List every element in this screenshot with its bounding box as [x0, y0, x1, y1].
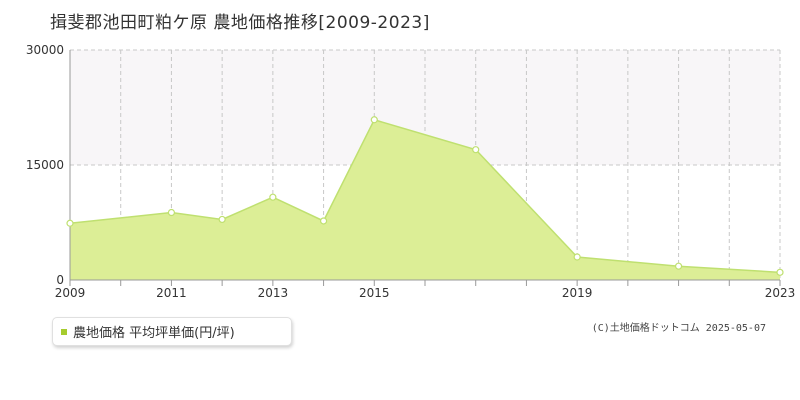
series-area-fill [70, 119, 780, 281]
x-tick-label: 2013 [258, 286, 289, 300]
axes [69, 50, 781, 286]
data-point [674, 262, 683, 270]
series-line [69, 118, 781, 274]
data-points [66, 116, 784, 276]
legend-swatch [61, 328, 67, 335]
chart-title: 揖斐郡池田町粕ケ原 農地価格推移[2009-2023] [50, 13, 430, 33]
copyright-text: (C)土地価格ドットコム 2025-05-07 [591, 323, 766, 334]
legend-label: 農地価格 平均坪単価(円/坪) [73, 326, 235, 341]
data-point [319, 217, 328, 225]
data-point [776, 268, 784, 276]
y-tick-label: 30000 [26, 43, 64, 57]
data-point [472, 146, 480, 154]
x-tick-label: 2015 [359, 286, 390, 300]
data-point [573, 253, 581, 261]
data-point [370, 116, 378, 124]
series-area [69, 118, 781, 281]
x-tick-label: 2019 [562, 286, 593, 300]
x-tick-label: 2009 [55, 286, 86, 300]
y-tick-label: 15000 [26, 158, 64, 172]
x-tick-label: 2011 [156, 286, 187, 300]
data-point [269, 193, 277, 201]
data-point [218, 215, 226, 224]
x-tick-label: 2023 [765, 286, 796, 300]
legend: 農地価格 平均坪単価(円/坪) [52, 317, 292, 346]
data-point [167, 208, 176, 217]
y-tick-label: 0 [56, 273, 64, 287]
data-point [66, 219, 74, 227]
tick-labels: 0 15000 30000 2009 2011 2013 2015 2019 2023 [26, 43, 795, 300]
